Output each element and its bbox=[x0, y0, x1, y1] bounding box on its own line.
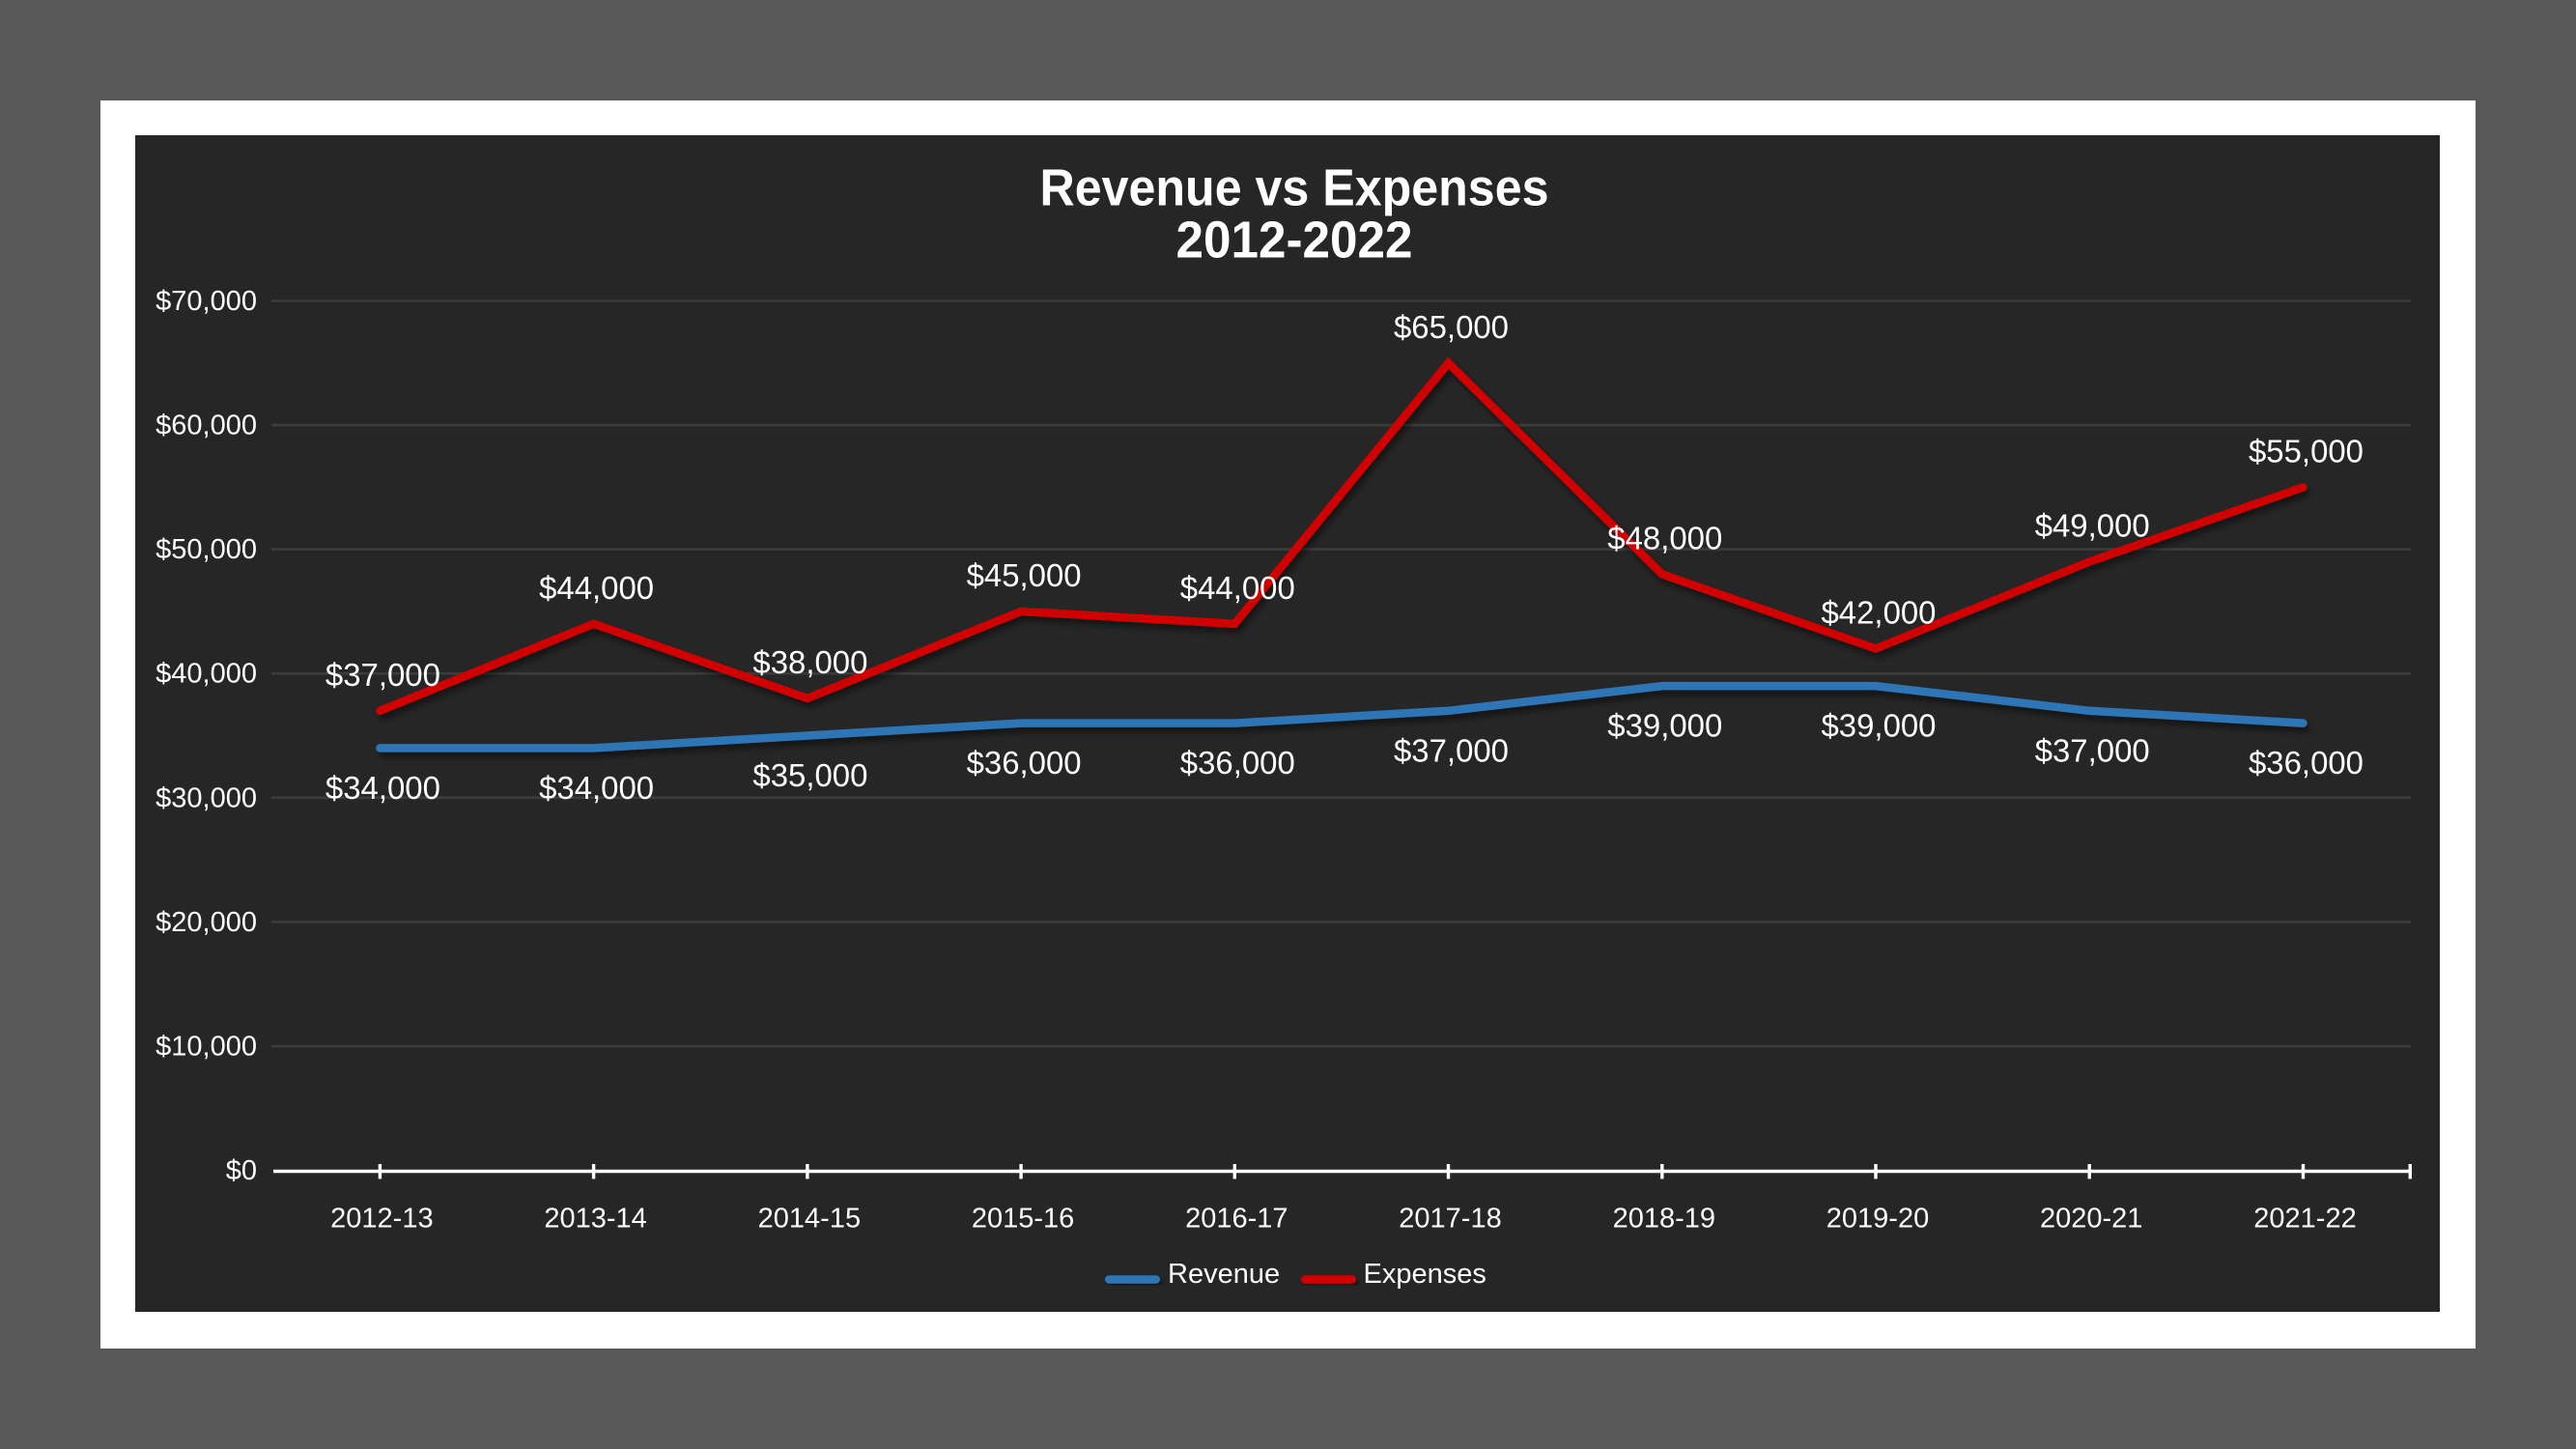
svg-text:Revenue vs Expenses: Revenue vs Expenses bbox=[1040, 159, 1549, 217]
svg-text:$40,000: $40,000 bbox=[156, 659, 257, 690]
svg-text:$36,000: $36,000 bbox=[1180, 745, 1295, 781]
svg-text:2017-18: 2017-18 bbox=[1399, 1204, 1501, 1235]
svg-text:$44,000: $44,000 bbox=[539, 570, 654, 606]
svg-text:$55,000: $55,000 bbox=[2249, 433, 2364, 469]
svg-text:$45,000: $45,000 bbox=[967, 557, 1082, 593]
svg-text:$37,000: $37,000 bbox=[326, 657, 440, 693]
svg-text:$50,000: $50,000 bbox=[156, 534, 257, 565]
svg-text:Expenses: Expenses bbox=[1364, 1259, 1486, 1290]
svg-text:$35,000: $35,000 bbox=[752, 757, 867, 793]
svg-text:2016-17: 2016-17 bbox=[1185, 1204, 1288, 1235]
svg-text:$37,000: $37,000 bbox=[2035, 732, 2150, 768]
svg-text:2019-20: 2019-20 bbox=[1826, 1204, 1929, 1235]
svg-text:2021-22: 2021-22 bbox=[2253, 1204, 2356, 1235]
svg-text:$20,000: $20,000 bbox=[156, 907, 257, 938]
svg-text:2012-13: 2012-13 bbox=[330, 1204, 433, 1235]
svg-text:$39,000: $39,000 bbox=[1822, 708, 1937, 744]
svg-text:$10,000: $10,000 bbox=[156, 1031, 257, 1062]
svg-text:$36,000: $36,000 bbox=[967, 745, 1082, 781]
svg-text:2014-15: 2014-15 bbox=[758, 1204, 861, 1235]
svg-text:$34,000: $34,000 bbox=[539, 770, 654, 806]
svg-text:$38,000: $38,000 bbox=[752, 644, 867, 680]
svg-text:2012-2022: 2012-2022 bbox=[1176, 212, 1413, 270]
svg-text:$48,000: $48,000 bbox=[1607, 520, 1722, 555]
svg-text:$36,000: $36,000 bbox=[2249, 745, 2364, 781]
svg-text:$39,000: $39,000 bbox=[1607, 708, 1722, 744]
svg-text:$37,000: $37,000 bbox=[1394, 732, 1509, 768]
svg-text:$0: $0 bbox=[226, 1155, 257, 1186]
svg-text:2020-21: 2020-21 bbox=[2040, 1204, 2142, 1235]
svg-text:$42,000: $42,000 bbox=[1822, 595, 1937, 631]
svg-text:$34,000: $34,000 bbox=[326, 770, 440, 806]
svg-text:$60,000: $60,000 bbox=[156, 411, 257, 441]
svg-text:$65,000: $65,000 bbox=[1394, 309, 1509, 345]
svg-text:$30,000: $30,000 bbox=[156, 782, 257, 813]
svg-text:2015-16: 2015-16 bbox=[972, 1204, 1074, 1235]
svg-text:$44,000: $44,000 bbox=[1180, 570, 1295, 606]
svg-text:$70,000: $70,000 bbox=[156, 286, 257, 317]
svg-text:2013-14: 2013-14 bbox=[544, 1204, 646, 1235]
svg-text:$49,000: $49,000 bbox=[2035, 508, 2150, 544]
svg-text:2018-19: 2018-19 bbox=[1613, 1204, 1715, 1235]
svg-text:Revenue: Revenue bbox=[1168, 1259, 1280, 1290]
